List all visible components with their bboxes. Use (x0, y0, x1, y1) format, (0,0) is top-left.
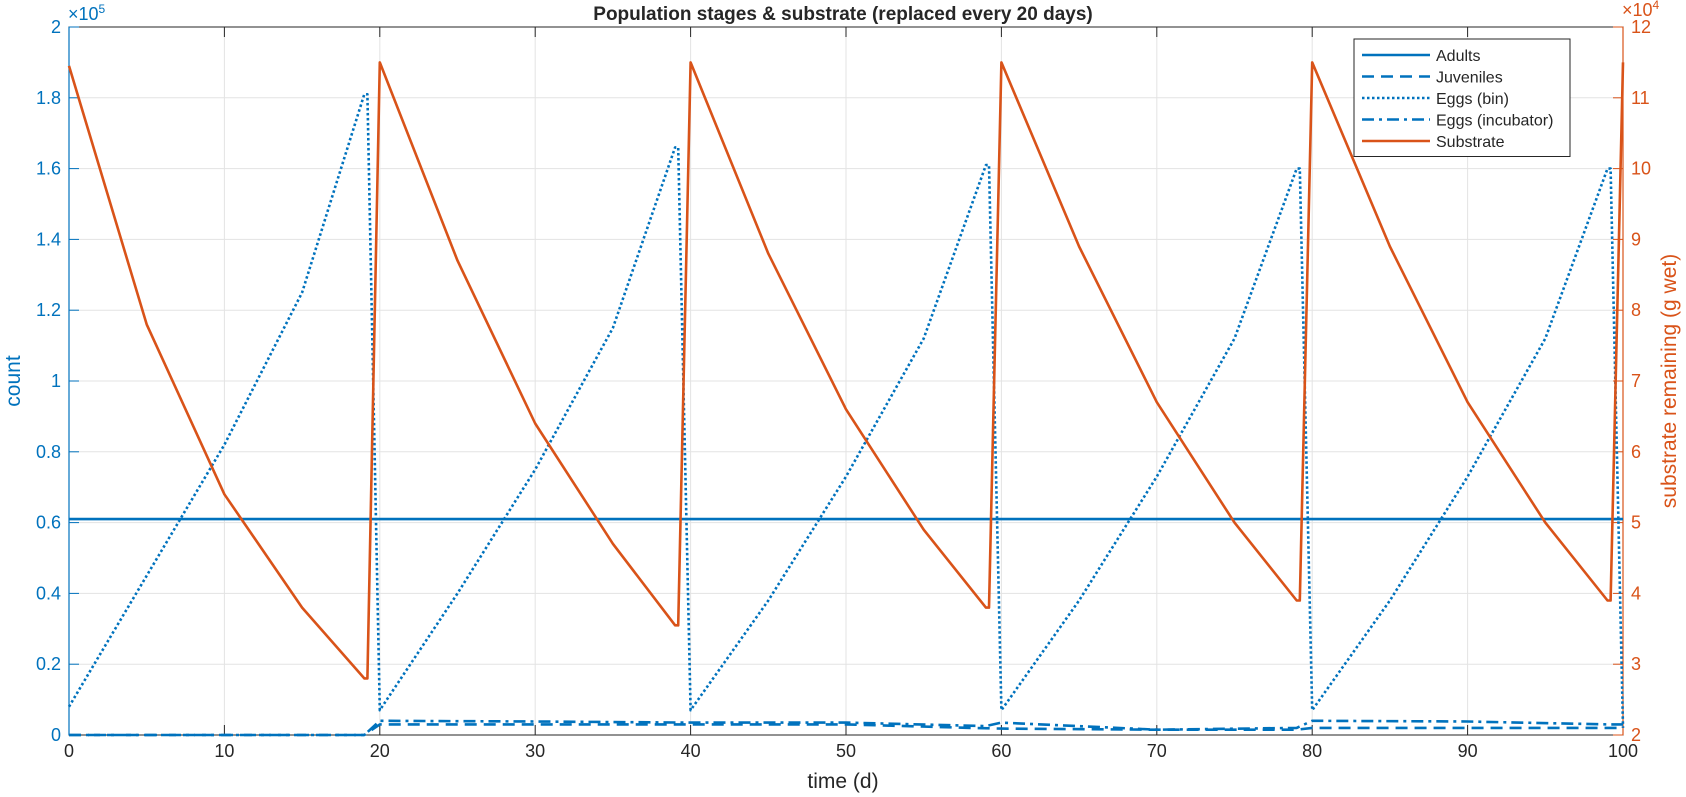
y-tick-label-right: 5 (1631, 513, 1641, 533)
y-tick-label-left: 0.8 (36, 442, 61, 462)
series-eggs-incubator (69, 719, 1623, 737)
legend-label: Substrate (1436, 134, 1505, 151)
y-tick-label-right: 12 (1631, 17, 1651, 37)
x-tick-label: 70 (1147, 741, 1167, 761)
y-tick-label-left: 1.2 (36, 300, 61, 320)
y-axis-label-left: count (2, 355, 25, 407)
legend-label: Adults (1436, 48, 1480, 65)
y-tick-label-right: 7 (1631, 371, 1641, 391)
y-tick-label-left: 0.6 (36, 513, 61, 533)
y-tick-label-left: 2 (51, 17, 61, 37)
legend-box (1353, 38, 1571, 157)
chart-title: Population stages & substrate (replaced … (593, 4, 1092, 25)
x-tick-label: 100 (1608, 741, 1638, 761)
x-tick-label: 20 (370, 741, 390, 761)
ticks: 0 10 20 30 40 50 60 70 80 90 100 0 0.2 0.4 0.6 0.8 1 1.2 1… (36, 17, 1651, 761)
y-tick-label-right: 8 (1631, 300, 1641, 320)
x-axis-label: time (d) (807, 770, 878, 793)
series-eggs-bin (67, 93, 1625, 728)
y-tick-label-right: 9 (1631, 229, 1641, 249)
x-tick-label: 60 (991, 741, 1011, 761)
x-tick-label: 0 (64, 741, 74, 761)
x-tick-label: 10 (214, 741, 234, 761)
y-tick-label-left: 0 (51, 725, 61, 745)
y-tick-label-left: 1 (51, 371, 61, 391)
y-tick-label-right: 2 (1631, 725, 1641, 745)
x-tick-label: 30 (525, 741, 545, 761)
y-tick-label-left: 0.2 (36, 654, 61, 674)
y-tick-label-right: 10 (1631, 159, 1651, 179)
legend: Adults Juveniles Eggs (bin) Eggs (incubator… (1353, 38, 1571, 157)
y-tick-label-left: 1.8 (36, 88, 61, 108)
y-tick-label-right: 3 (1631, 654, 1641, 674)
series-substrate (67, 61, 1625, 680)
right-axis-exponent: ×104 (1622, 0, 1660, 20)
x-tick-label: 90 (1458, 741, 1478, 761)
legend-label: Eggs (bin) (1436, 91, 1509, 108)
y-tick-label-right: 6 (1631, 442, 1641, 462)
x-tick-label: 50 (836, 741, 856, 761)
y-tick-label-left: 1.4 (36, 229, 61, 249)
y-tick-label-left: 1.6 (36, 159, 61, 179)
legend-label: Eggs (incubator) (1436, 113, 1553, 130)
y-tick-label-right: 4 (1631, 583, 1641, 603)
legend-label: Juveniles (1436, 70, 1503, 87)
y-tick-label-left: 0.4 (36, 583, 61, 603)
y-axis-label-right: substrate remaining (g wet) (1658, 254, 1681, 508)
series-layer (67, 61, 1625, 737)
y-tick-label-right: 11 (1631, 88, 1650, 108)
left-axis-exponent: ×105 (68, 2, 106, 24)
series-juveniles (69, 723, 1623, 737)
x-tick-label: 80 (1302, 741, 1322, 761)
x-tick-label: 40 (681, 741, 701, 761)
